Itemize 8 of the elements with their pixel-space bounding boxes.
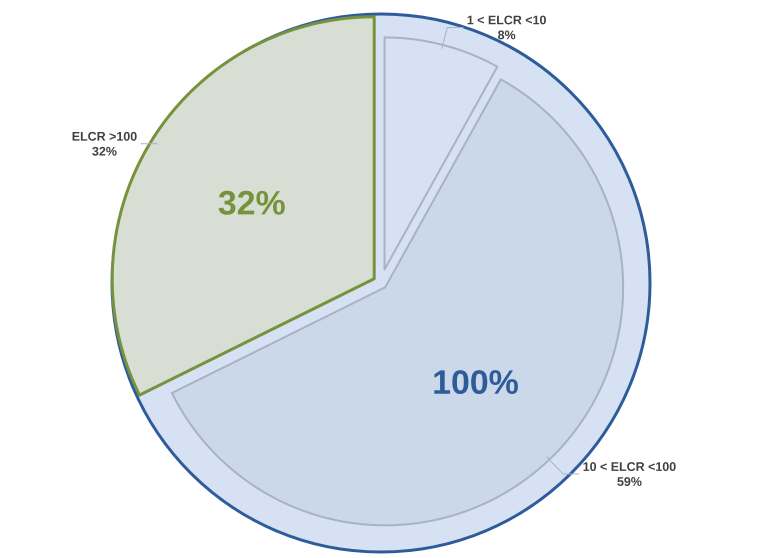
text: 100% <box>434 370 518 394</box>
data-label: 8% <box>498 30 516 40</box>
data-label: 59% <box>617 477 642 486</box>
slice-label: 1 < ELCR <10 <box>468 16 546 24</box>
slice-label: 10 < ELCR <100 <box>583 462 676 471</box>
slice-label: ELCR >100 <box>72 132 137 141</box>
text: 32% <box>218 190 285 215</box>
data-label: 32% <box>92 146 117 156</box>
